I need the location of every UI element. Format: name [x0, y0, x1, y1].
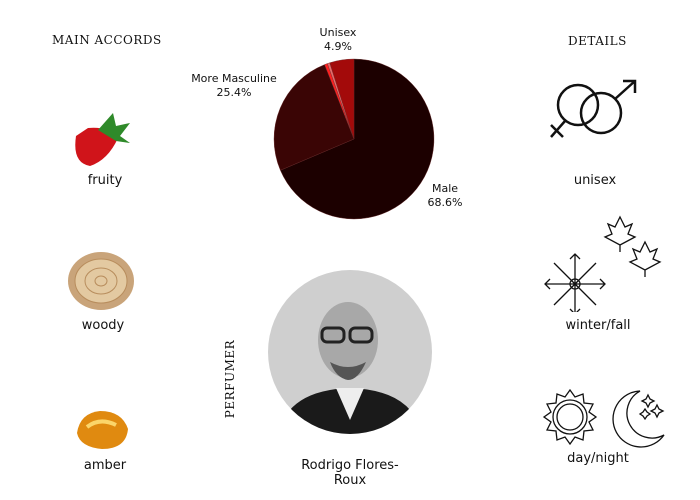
wood-slice-image [68, 252, 134, 310]
details-title: DETAILS [568, 34, 627, 48]
unisex-name: Unisex [319, 26, 357, 39]
pie-slice-unisex[interactable] [329, 58, 355, 140]
detail-day-night: day/night [567, 451, 629, 466]
accord-woody: woody [81, 318, 125, 333]
label-unisex: Unisex 4.9% [298, 26, 378, 54]
gender-icon [550, 79, 637, 138]
main-accords-title: MAIN ACCORDS [52, 33, 162, 47]
unisex-value: 4.9% [324, 40, 352, 53]
amber-image [77, 411, 128, 449]
accord-amber: amber [83, 458, 127, 473]
perfumer-photo[interactable] [268, 270, 432, 434]
accord-fruity: fruity [87, 173, 123, 188]
strawberry-image [75, 113, 130, 166]
detail-winter-fall: winter/fall [565, 318, 631, 333]
snowflake-maple-icon [544, 215, 662, 312]
pie-slice-more-masculine[interactable] [273, 64, 355, 171]
perfumer-title: PERFUMER [223, 339, 237, 419]
more-masculine-name: More Masculine [191, 72, 277, 85]
pie-slice-male[interactable] [280, 58, 435, 220]
more-masculine-value: 25.4% [216, 86, 252, 99]
perfumer-name[interactable]: Rodrigo Flores-Roux [301, 458, 399, 488]
detail-unisex: unisex [573, 173, 617, 188]
gender-pie-chart [273, 58, 435, 220]
male-value: 68.6% [427, 196, 463, 209]
male-name: Male [431, 182, 459, 195]
sun-moon-icon [542, 388, 665, 448]
label-more-masculine: More Masculine 25.4% [184, 72, 284, 100]
label-male: Male 68.6% [420, 182, 470, 210]
